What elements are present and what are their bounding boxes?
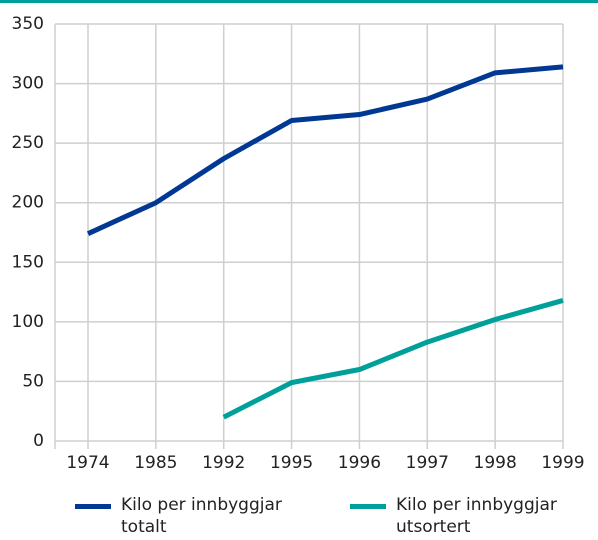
y-tick-label: 150 xyxy=(12,252,44,272)
legend-swatch xyxy=(75,504,111,509)
legend-label: Kilo per innbyggjar utsortert xyxy=(396,495,557,537)
line-series xyxy=(222,298,564,420)
legend-item: Kilo per innbyggjar utsortert xyxy=(350,494,586,538)
y-tick-label: 350 xyxy=(12,14,44,34)
y-tick-label: 200 xyxy=(12,193,44,213)
x-tick-label: 1995 xyxy=(270,453,313,473)
line-series xyxy=(86,64,564,236)
x-tick-label: 1997 xyxy=(406,453,449,473)
x-tick-label: 1999 xyxy=(541,453,584,473)
y-tick-label: 300 xyxy=(12,74,44,94)
x-tick-label: 1974 xyxy=(66,453,109,473)
legend-label: Kilo per innbyggjar totalt xyxy=(121,495,282,537)
x-tick-label: 1992 xyxy=(202,453,245,473)
y-tick-label: 250 xyxy=(12,133,44,153)
y-tick-label: 50 xyxy=(22,371,44,391)
legend-swatch xyxy=(350,504,386,509)
y-tick-label: 0 xyxy=(33,431,44,451)
x-tick-label: 1985 xyxy=(134,453,177,473)
legend-item: Kilo per innbyggjar totalt xyxy=(75,494,311,538)
top-rule xyxy=(0,0,598,3)
x-tick-label: 1998 xyxy=(474,453,517,473)
x-tick-label: 1996 xyxy=(338,453,381,473)
y-tick-label: 100 xyxy=(12,312,44,332)
